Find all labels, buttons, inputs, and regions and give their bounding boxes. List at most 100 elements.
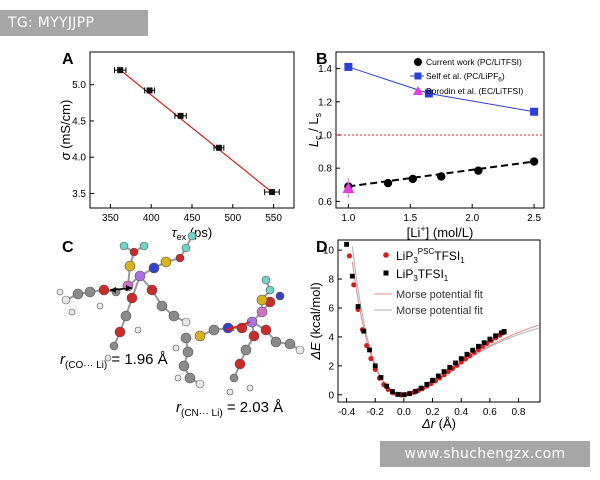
- x-tick-label: 0.4: [454, 407, 468, 418]
- x-tick-label: 350: [102, 213, 119, 224]
- data-point-tfsi: [470, 347, 476, 353]
- data-point-tfsi: [384, 383, 390, 389]
- x-tick-label: 400: [143, 213, 160, 224]
- label-part: s: [313, 112, 323, 117]
- data-point-current: [474, 166, 483, 175]
- x-tick-label: -0.4: [338, 407, 356, 418]
- oxygen-atom: [248, 330, 260, 342]
- y-axis-label: Lc / Ls: [306, 112, 323, 147]
- legend-label-fit1: Morse potential fit: [396, 289, 483, 301]
- label-part: TFSI: [434, 249, 460, 263]
- carbon-atom: [72, 288, 84, 300]
- data-point-tfsi: [355, 304, 361, 309]
- data-point-tfsi: [361, 328, 367, 334]
- legend-label-psc: LiP3PSCTFSI1: [396, 247, 465, 265]
- data-point-current: [408, 174, 417, 184]
- label-part: (kcal/mol): [308, 282, 323, 342]
- label-part: σ: [58, 151, 73, 160]
- oxygen-atom: [98, 284, 110, 296]
- carbon-atom: [180, 332, 192, 344]
- nitrogen-atom: [148, 262, 160, 274]
- y-tick-label: 1.4: [318, 64, 332, 75]
- sulfur-atom: [160, 256, 172, 268]
- hydrogen-atom: [172, 344, 180, 352]
- data-point-tfsi: [481, 340, 487, 346]
- y-tick-label: 4.0: [72, 153, 86, 164]
- data-point-tfsi: [424, 381, 430, 387]
- data-point-tfsi: [498, 330, 504, 336]
- nitrogen-atom: [275, 291, 285, 301]
- data-point-psc: [368, 356, 374, 362]
- oxygen-atom: [260, 324, 272, 336]
- fluorine-atom: [187, 231, 197, 241]
- label-part: LiP: [396, 249, 413, 263]
- data-point-tfsi: [487, 336, 493, 342]
- data-point-tfsi: [458, 356, 464, 362]
- data-point-current: [383, 178, 393, 188]
- y-axis-label: ΔE (kcal/mol): [308, 282, 323, 360]
- label-part: 3: [413, 256, 418, 265]
- label-part: (Å): [435, 416, 456, 431]
- fluorine-atom: [265, 285, 275, 295]
- carbon-atom: [229, 373, 239, 383]
- data-point-psc: [351, 282, 357, 288]
- panel-label-d: D: [316, 239, 328, 256]
- plot-frame: [335, 51, 545, 209]
- label-part: L: [306, 140, 321, 147]
- x-tick-label: 1.5: [403, 213, 417, 224]
- carbon-atom: [184, 372, 196, 384]
- hydrogen-atom: [174, 374, 182, 382]
- data-point-current: [437, 172, 446, 181]
- oxygen-atom: [146, 284, 158, 296]
- data-point: [177, 112, 184, 119]
- y-tick-label: 2: [328, 361, 334, 372]
- plot-frame: [337, 239, 541, 403]
- data-point-borodin: [342, 182, 355, 194]
- data-point: [215, 144, 222, 151]
- legend-label-self: Self et al. (PC/LiPF6): [426, 71, 505, 84]
- oxygen-atom: [126, 292, 138, 304]
- y-axis-label: σ (mS/cm): [58, 100, 73, 161]
- data-point-psc: [445, 369, 451, 375]
- hydrogen-atom: [96, 302, 104, 310]
- label-part: 6: [498, 77, 502, 84]
- data-point-tfsi: [395, 391, 401, 397]
- lithium-atom: [246, 316, 258, 328]
- y-tick-label: 6: [328, 303, 334, 314]
- y-tick-label: 1.0: [318, 130, 332, 141]
- carbon-atom: [208, 324, 220, 336]
- hydrogen-atom: [246, 384, 254, 392]
- data-point-tfsi: [453, 360, 458, 366]
- legend-label-borodin: Borodin et al. (EC/LiTFSI): [426, 86, 523, 96]
- label-part: TFSI: [418, 267, 444, 281]
- oxygen-atom: [175, 253, 185, 263]
- distance-label-co-li: r(CO··· Li) = 1.96 Å: [60, 351, 168, 371]
- data-point-tfsi: [367, 347, 372, 353]
- y-tick-label: 8: [328, 275, 334, 286]
- label-part: ex: [177, 232, 187, 242]
- x-tick-label: 2.0: [465, 213, 479, 224]
- legend-label-current: Current work (PC/LiTFSI): [426, 57, 522, 67]
- data-point-tfsi: [407, 391, 413, 397]
- fluorine-atom: [261, 275, 271, 285]
- x-tick-label: 0.8: [512, 407, 526, 418]
- y-tick-label: 4.5: [72, 116, 86, 127]
- sulfur-atom: [124, 260, 136, 272]
- x-tick-label: 1.0: [341, 213, 355, 224]
- y-tick-label: 0.8: [318, 164, 332, 175]
- legend-marker-borodin: [413, 86, 423, 95]
- legend-label-tfsi: LiP3TFSI1: [396, 267, 449, 283]
- data-point: [268, 189, 275, 196]
- data-point-self: [424, 89, 433, 98]
- oxygen-atom: [114, 326, 126, 338]
- label-part: τ: [172, 225, 178, 240]
- panel-b-chart: 1.0 1.5 2.0 2.5 0.6 0.8 1.0 1.2 1.4 Current work …: [306, 51, 545, 240]
- hydrogen-atom: [56, 288, 64, 296]
- data-point-self: [344, 62, 353, 71]
- data-point-tfsi: [435, 373, 441, 379]
- oxygen-atom: [234, 358, 246, 370]
- carbon-atom: [270, 336, 282, 348]
